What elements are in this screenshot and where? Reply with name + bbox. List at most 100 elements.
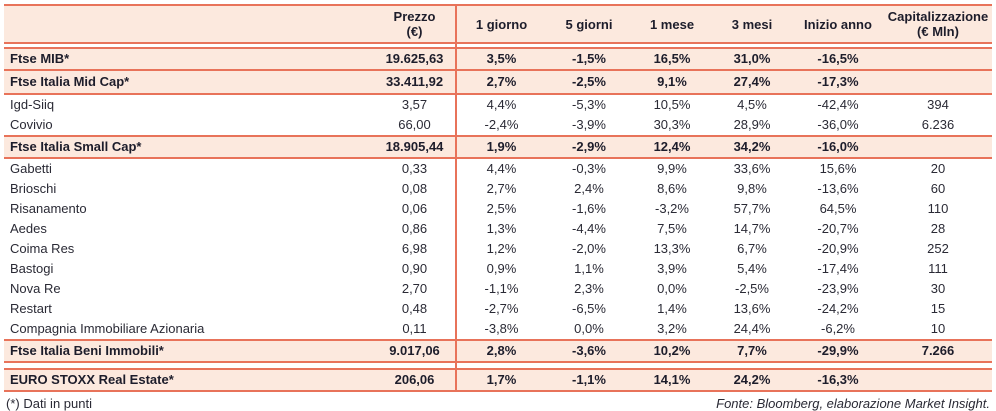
cell-1-giorno: 2,7% (486, 73, 517, 89)
cell-inizio-anno: -23,9% (817, 280, 859, 296)
cell-inizio-anno: -42,4% (817, 96, 859, 112)
cell-inizio-anno: -13,6% (817, 180, 859, 196)
header-1-mese-label: 1 mese (649, 16, 695, 32)
cell-1-giorno: 4,4% (486, 160, 517, 176)
cell-5-giorni: -6,5% (572, 300, 606, 316)
cell-1-giorno: 1,3% (486, 220, 517, 236)
source-note: Fonte: Bloomberg, elaborazione Market In… (716, 396, 990, 411)
cell-1-mese: 3,9% (657, 260, 687, 276)
cell-3-mesi: 7,7% (737, 342, 767, 358)
header-1-mese: 1 mese (632, 17, 712, 32)
report-page: Prezzo (€) 1 giorno 5 giorni 1 mese 3 mes… (4, 4, 992, 411)
cell-1-mese: 0,0% (657, 280, 687, 296)
cell-1-giorno: 0,9% (486, 260, 517, 276)
header-3-mesi: 3 mesi (712, 17, 792, 32)
cell-1-mese: 8,6% (657, 180, 687, 196)
cell-prezzo: 0,06 (401, 200, 428, 216)
cell-1-mese: 10,2% (653, 342, 691, 358)
cell-inizio-anno: -16,3% (817, 371, 859, 387)
cell-capitalizzazione: 111 (928, 260, 948, 276)
cell-prezzo: 0,90 (401, 260, 428, 276)
cell-1-mese: 3,2% (657, 320, 687, 336)
cell-prezzo: 0,11 (402, 320, 427, 336)
table-body: Ftse MIB* 19.625,63 3,5% -1,5% 16,5% 31,… (4, 47, 992, 392)
cell-inizio-anno: -16,0% (817, 138, 859, 154)
cell-3-mesi: 28,9% (733, 116, 771, 132)
cell-3-mesi: 33,6% (733, 160, 771, 176)
cell-5-giorni: -2,0% (572, 240, 606, 256)
cell-5-giorni: -1,6% (572, 200, 606, 216)
cell-3-mesi: 27,4% (733, 73, 771, 89)
cell-5-giorni: -4,4% (572, 220, 606, 236)
cell-1-giorno: 2,7% (486, 180, 517, 196)
cell-3-mesi: 57,7% (733, 200, 771, 216)
cell-capitalizzazione: 394 (927, 96, 949, 112)
header-capitalizzazione-line2: (€ Mln) (917, 24, 959, 39)
table-row: Aedes 0,86 1,3% -4,4% 7,5% 14,7% -20,7% … (4, 219, 992, 239)
cell-1-mese: 9,1% (657, 73, 687, 89)
table-row: Ftse Italia Mid Cap* 33.411,92 2,7% -2,5… (4, 71, 992, 95)
cell-1-giorno: 2,5% (486, 200, 517, 216)
cell-3-mesi: 9,8% (737, 180, 767, 196)
cell-1-giorno: -1,1% (484, 280, 519, 296)
cell-capitalizzazione: 28 (930, 220, 946, 236)
cell-inizio-anno: -20,9% (817, 240, 859, 256)
row-label: Gabetti (10, 160, 52, 176)
table-row: Covivio 66,00 -2,4% -3,9% 30,3% 28,9% -3… (4, 115, 992, 135)
row-label: Brioschi (10, 180, 57, 196)
cell-1-giorno: 1,7% (486, 371, 517, 387)
cell-prezzo: 0,86 (401, 220, 428, 236)
cell-5-giorni: 2,4% (574, 180, 604, 196)
table-header-row: Prezzo (€) 1 giorno 5 giorni 1 mese 3 mes… (4, 6, 992, 44)
cell-3-mesi: 24,2% (733, 371, 771, 387)
cell-1-giorno: -2,4% (484, 116, 519, 132)
row-label: Nova Re (10, 280, 61, 296)
cell-prezzo: 206,06 (394, 371, 435, 387)
cell-3-mesi: 13,6% (733, 300, 771, 316)
section-gap (4, 363, 992, 368)
cell-1-mese: 7,5% (657, 220, 687, 236)
header-capitalizzazione: Capitalizzazione (€ Mln) (884, 9, 992, 39)
table-row: EURO STOXX Real Estate* 206,06 1,7% -1,1… (4, 368, 992, 392)
header-5-giorni: 5 giorni (546, 17, 632, 32)
table-row: Nova Re 2,70 -1,1% 2,3% 0,0% -2,5% -23,9… (4, 279, 992, 299)
cell-3-mesi: 31,0% (733, 50, 771, 66)
header-3-mesi-label: 3 mesi (731, 16, 773, 32)
cell-inizio-anno: -17,4% (817, 260, 859, 276)
cell-5-giorni: -2,9% (572, 138, 606, 154)
cell-prezzo: 0,33 (401, 160, 428, 176)
cell-3-mesi: 5,4% (737, 260, 767, 276)
cell-capitalizzazione: 6.236 (921, 116, 955, 132)
cell-inizio-anno: -20,7% (817, 220, 859, 236)
cell-capitalizzazione: 30 (930, 280, 946, 296)
cell-prezzo: 66,00 (398, 116, 431, 132)
cell-capitalizzazione: 10 (930, 320, 946, 336)
cell-prezzo: 19.625,63 (385, 50, 444, 66)
row-label: Coima Res (10, 240, 75, 256)
cell-prezzo: 3,57 (401, 96, 428, 112)
header-1-giorno: 1 giorno (457, 17, 546, 32)
cell-inizio-anno: -16,5% (817, 50, 859, 66)
cell-prezzo: 9.017,06 (389, 342, 440, 358)
row-label: EURO STOXX Real Estate* (10, 371, 174, 387)
cell-capitalizzazione: 60 (930, 180, 946, 196)
cell-5-giorni: -3,6% (572, 342, 606, 358)
cell-capitalizzazione: 252 (927, 240, 949, 256)
row-label: Covivio (10, 116, 53, 132)
table-row: Ftse MIB* 19.625,63 3,5% -1,5% 16,5% 31,… (4, 47, 992, 71)
cell-5-giorni: -1,5% (572, 50, 606, 66)
cell-1-giorno: 3,5% (486, 50, 517, 66)
cell-3-mesi: 6,7% (737, 240, 767, 256)
cell-1-mese: 14,1% (653, 371, 691, 387)
row-label: Ftse Italia Small Cap* (10, 138, 142, 154)
cell-3-mesi: 14,7% (733, 220, 771, 236)
cell-1-giorno: -3,8% (484, 320, 519, 336)
cell-5-giorni: -0,3% (572, 160, 606, 176)
cell-1-giorno: 2,8% (486, 342, 517, 358)
cell-inizio-anno: -36,0% (817, 116, 859, 132)
cell-5-giorni: -3,9% (572, 116, 606, 132)
cell-prezzo: 18.905,44 (385, 138, 444, 154)
table-row: Ftse Italia Beni Immobili* 9.017,06 2,8%… (4, 339, 992, 363)
cell-3-mesi: 24,4% (733, 320, 771, 336)
table-row: Coima Res 6,98 1,2% -2,0% 13,3% 6,7% -20… (4, 239, 992, 259)
